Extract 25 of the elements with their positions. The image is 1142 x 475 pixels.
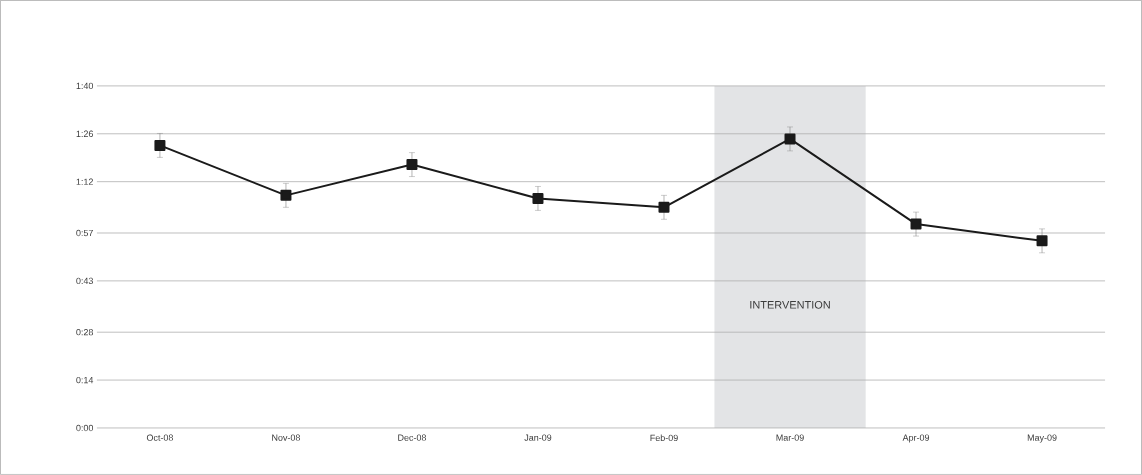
y-tick-label: 0:14 [76,376,94,384]
point [532,193,544,205]
y-tick-label: 1:40 [76,82,94,90]
point [1036,235,1048,247]
y-tick-label: 1:26 [76,130,94,138]
point [658,201,670,213]
x-tick-label: Mar-09 [776,434,804,441]
point [280,189,292,201]
y-tick-label: 0:43 [76,277,94,285]
x-tick-label: Dec-08 [398,434,427,441]
point [910,218,922,230]
x-tick-label: Jan-09 [524,434,552,441]
y-tick-label: 0:57 [76,229,93,237]
x-tick-label: Apr-09 [902,434,930,443]
y-tick-label: 0:00 [76,424,94,432]
y-tick-label: 1:12 [76,178,93,185]
y-tick-label: 0:28 [76,329,94,336]
annotation: INTERVENTION [750,301,830,309]
x-tick-label: Oct-08 [146,434,173,441]
point [154,139,166,151]
point [784,133,796,145]
point [406,159,418,171]
x-tick-label: Feb-09 [650,434,678,442]
x-tick-label: May-09 [1027,434,1057,443]
x-tick-label: Nov-08 [272,434,300,441]
